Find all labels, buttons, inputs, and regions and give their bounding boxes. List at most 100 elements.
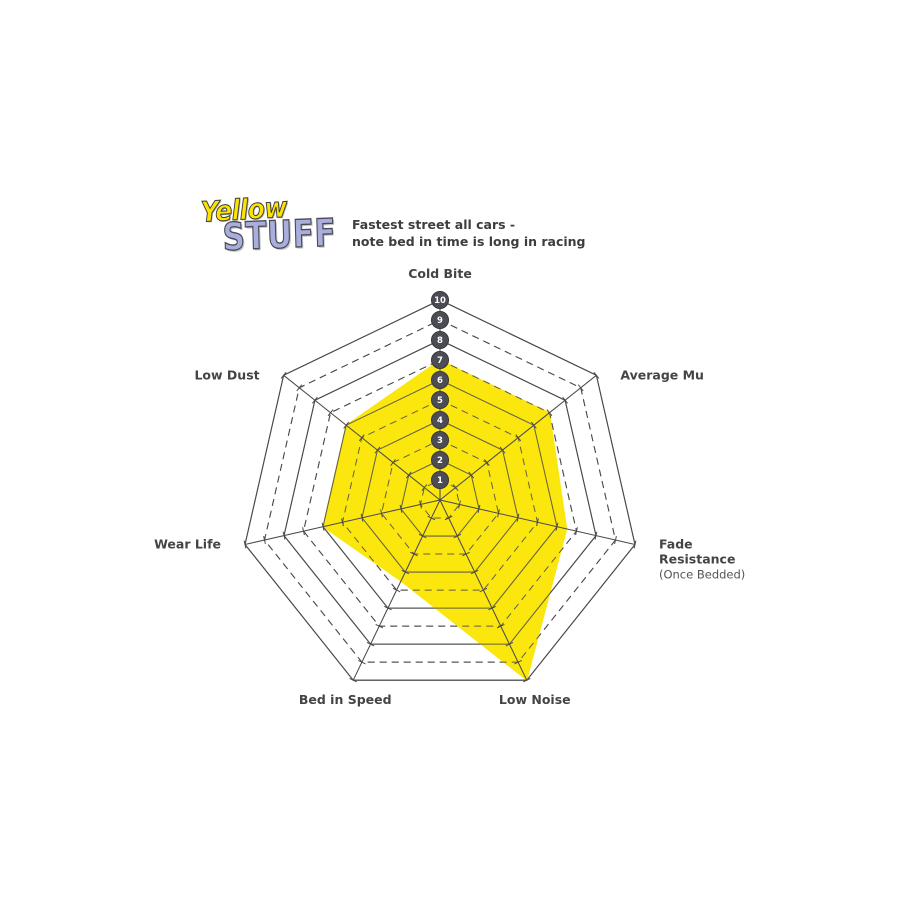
scale-badge-label-10: 10 xyxy=(434,296,446,306)
axis-tick-4-9 xyxy=(358,659,366,665)
scale-badge-label-1: 1 xyxy=(437,476,443,486)
axis-tick-4-2 xyxy=(418,533,427,539)
axis-sublabel-2: (Once Bedded) xyxy=(659,568,745,582)
scale-badge-8 xyxy=(430,330,449,349)
grid-ring-overlay-10 xyxy=(244,299,636,681)
axis-tick-4-4 xyxy=(401,569,410,575)
grid-ring-overlay-2 xyxy=(400,459,480,537)
axis-tick-2-6 xyxy=(555,522,559,531)
scale-badge-label-3: 3 xyxy=(437,436,443,446)
axis-tick-6-1 xyxy=(421,484,428,491)
scale-badge-label-5: 5 xyxy=(437,396,443,406)
axis-label-0: Cold Bite xyxy=(408,266,472,281)
axis-label-2: Fade xyxy=(659,537,693,552)
axis-tick-3-3 xyxy=(462,551,470,557)
scale-badge-7 xyxy=(430,350,449,369)
axis-tick-5-6 xyxy=(321,522,325,531)
axis-label-3: Low Noise xyxy=(499,692,571,707)
axis-label-4: Bed in Speed xyxy=(299,692,392,707)
axis-tick-2-1 xyxy=(458,500,461,509)
axis-tick-6-5 xyxy=(358,434,365,442)
axis-tick-4-5 xyxy=(392,587,401,593)
axis-tick-1-10 xyxy=(593,371,600,379)
axis-tick-3-10 xyxy=(522,678,531,683)
axis-tick-5-5 xyxy=(341,518,344,527)
scale-badge-label-6: 6 xyxy=(437,376,443,386)
axis-tick-5-3 xyxy=(380,509,383,518)
axis-tick-6-4 xyxy=(374,446,381,454)
axis-tick-1-6 xyxy=(530,421,537,429)
axis-tick-4-6 xyxy=(384,605,392,611)
axis-tick-6-3 xyxy=(390,459,396,467)
axis-tick-2-10 xyxy=(633,540,637,549)
logo-text-yellow: Yellow xyxy=(200,190,289,229)
axis-label-5: Wear Life xyxy=(154,537,221,552)
axis-tick-2-7 xyxy=(575,527,578,536)
axis-tick-3-6 xyxy=(488,605,496,611)
scale-badge-6 xyxy=(430,370,449,389)
axis-tick-1-1 xyxy=(452,484,459,491)
axis-tick-5-7 xyxy=(302,527,305,536)
axis-tick-1-4 xyxy=(499,446,506,454)
axis-tick-6-8 xyxy=(312,396,318,404)
axis-tick-2-4 xyxy=(516,513,520,522)
scale-badge-label-2: 2 xyxy=(437,456,443,466)
axis-label-2: Resistance xyxy=(659,552,735,567)
axis-tick-5-9 xyxy=(263,536,266,545)
axis-tick-4-3 xyxy=(410,551,418,557)
axis-tick-3-8 xyxy=(505,641,514,647)
axis-tick-4-10 xyxy=(349,678,358,683)
caption-line-2: note bed in time is long in racing xyxy=(352,234,586,249)
axis-tick-6-10 xyxy=(280,371,287,379)
axis-tick-1-9 xyxy=(577,384,584,392)
grid-ring-overlay-4 xyxy=(361,419,519,573)
axis-label-1: Average Mu xyxy=(620,367,704,382)
axis-tick-5-10 xyxy=(243,540,247,549)
caption-text: Fastest street all cars - note bed in ti… xyxy=(352,216,586,250)
scale-badge-10 xyxy=(430,290,449,309)
axis-tick-5-1 xyxy=(419,500,422,509)
axis-tick-6-9 xyxy=(296,384,303,392)
axis-tick-2-2 xyxy=(477,504,481,513)
axis-tick-2-8 xyxy=(594,531,598,540)
caption-line-1: Fastest street all cars - xyxy=(352,217,516,232)
axis-tick-5-8 xyxy=(282,531,286,540)
axis-tick-3-9 xyxy=(514,659,522,665)
grid-ring-overlay-3 xyxy=(380,439,500,555)
scale-badge-4 xyxy=(430,410,449,429)
grid-ring-overlay-1 xyxy=(419,479,461,519)
scale-badge-3 xyxy=(430,430,449,449)
axis-tick-3-5 xyxy=(479,587,488,593)
grid-ring-overlay-6 xyxy=(322,379,558,609)
axis-tick-2-9 xyxy=(614,536,617,545)
scale-badge-label-7: 7 xyxy=(437,356,443,366)
scale-badge-label-9: 9 xyxy=(437,316,443,326)
axis-tick-6-2 xyxy=(405,471,412,479)
axis-tick-1-5 xyxy=(515,434,522,442)
axis-tick-4-1 xyxy=(427,515,436,521)
axis-tick-3-2 xyxy=(453,533,462,539)
axis-tick-1-3 xyxy=(484,459,490,467)
axis-tick-3-7 xyxy=(496,623,505,629)
radar-scale-badges: 1 2 3 4 5 6 7 8 9 10 xyxy=(430,290,449,489)
scale-badge-5 xyxy=(430,390,449,409)
axis-tick-1-7 xyxy=(546,409,553,417)
axis-tick-4-8 xyxy=(366,641,375,647)
scale-badge-9 xyxy=(430,310,449,329)
scale-badge-label-8: 8 xyxy=(437,336,443,346)
axis-tick-5-4 xyxy=(360,513,364,522)
grid-ring-overlay-7 xyxy=(302,359,578,627)
axis-tick-5-2 xyxy=(399,504,403,513)
axis-tick-1-2 xyxy=(468,471,475,479)
grid-ring-overlay-9 xyxy=(263,319,617,663)
scale-badge-2 xyxy=(430,450,449,469)
scale-badge-1 xyxy=(430,470,449,489)
axis-label-6: Low Dust xyxy=(194,367,259,382)
axis-tick-6-6 xyxy=(343,421,350,429)
header-block: Yellow STUFF Fastest street all cars - n… xyxy=(196,190,616,272)
axis-tick-3-1 xyxy=(444,515,453,521)
axis-tick-1-8 xyxy=(562,396,568,404)
